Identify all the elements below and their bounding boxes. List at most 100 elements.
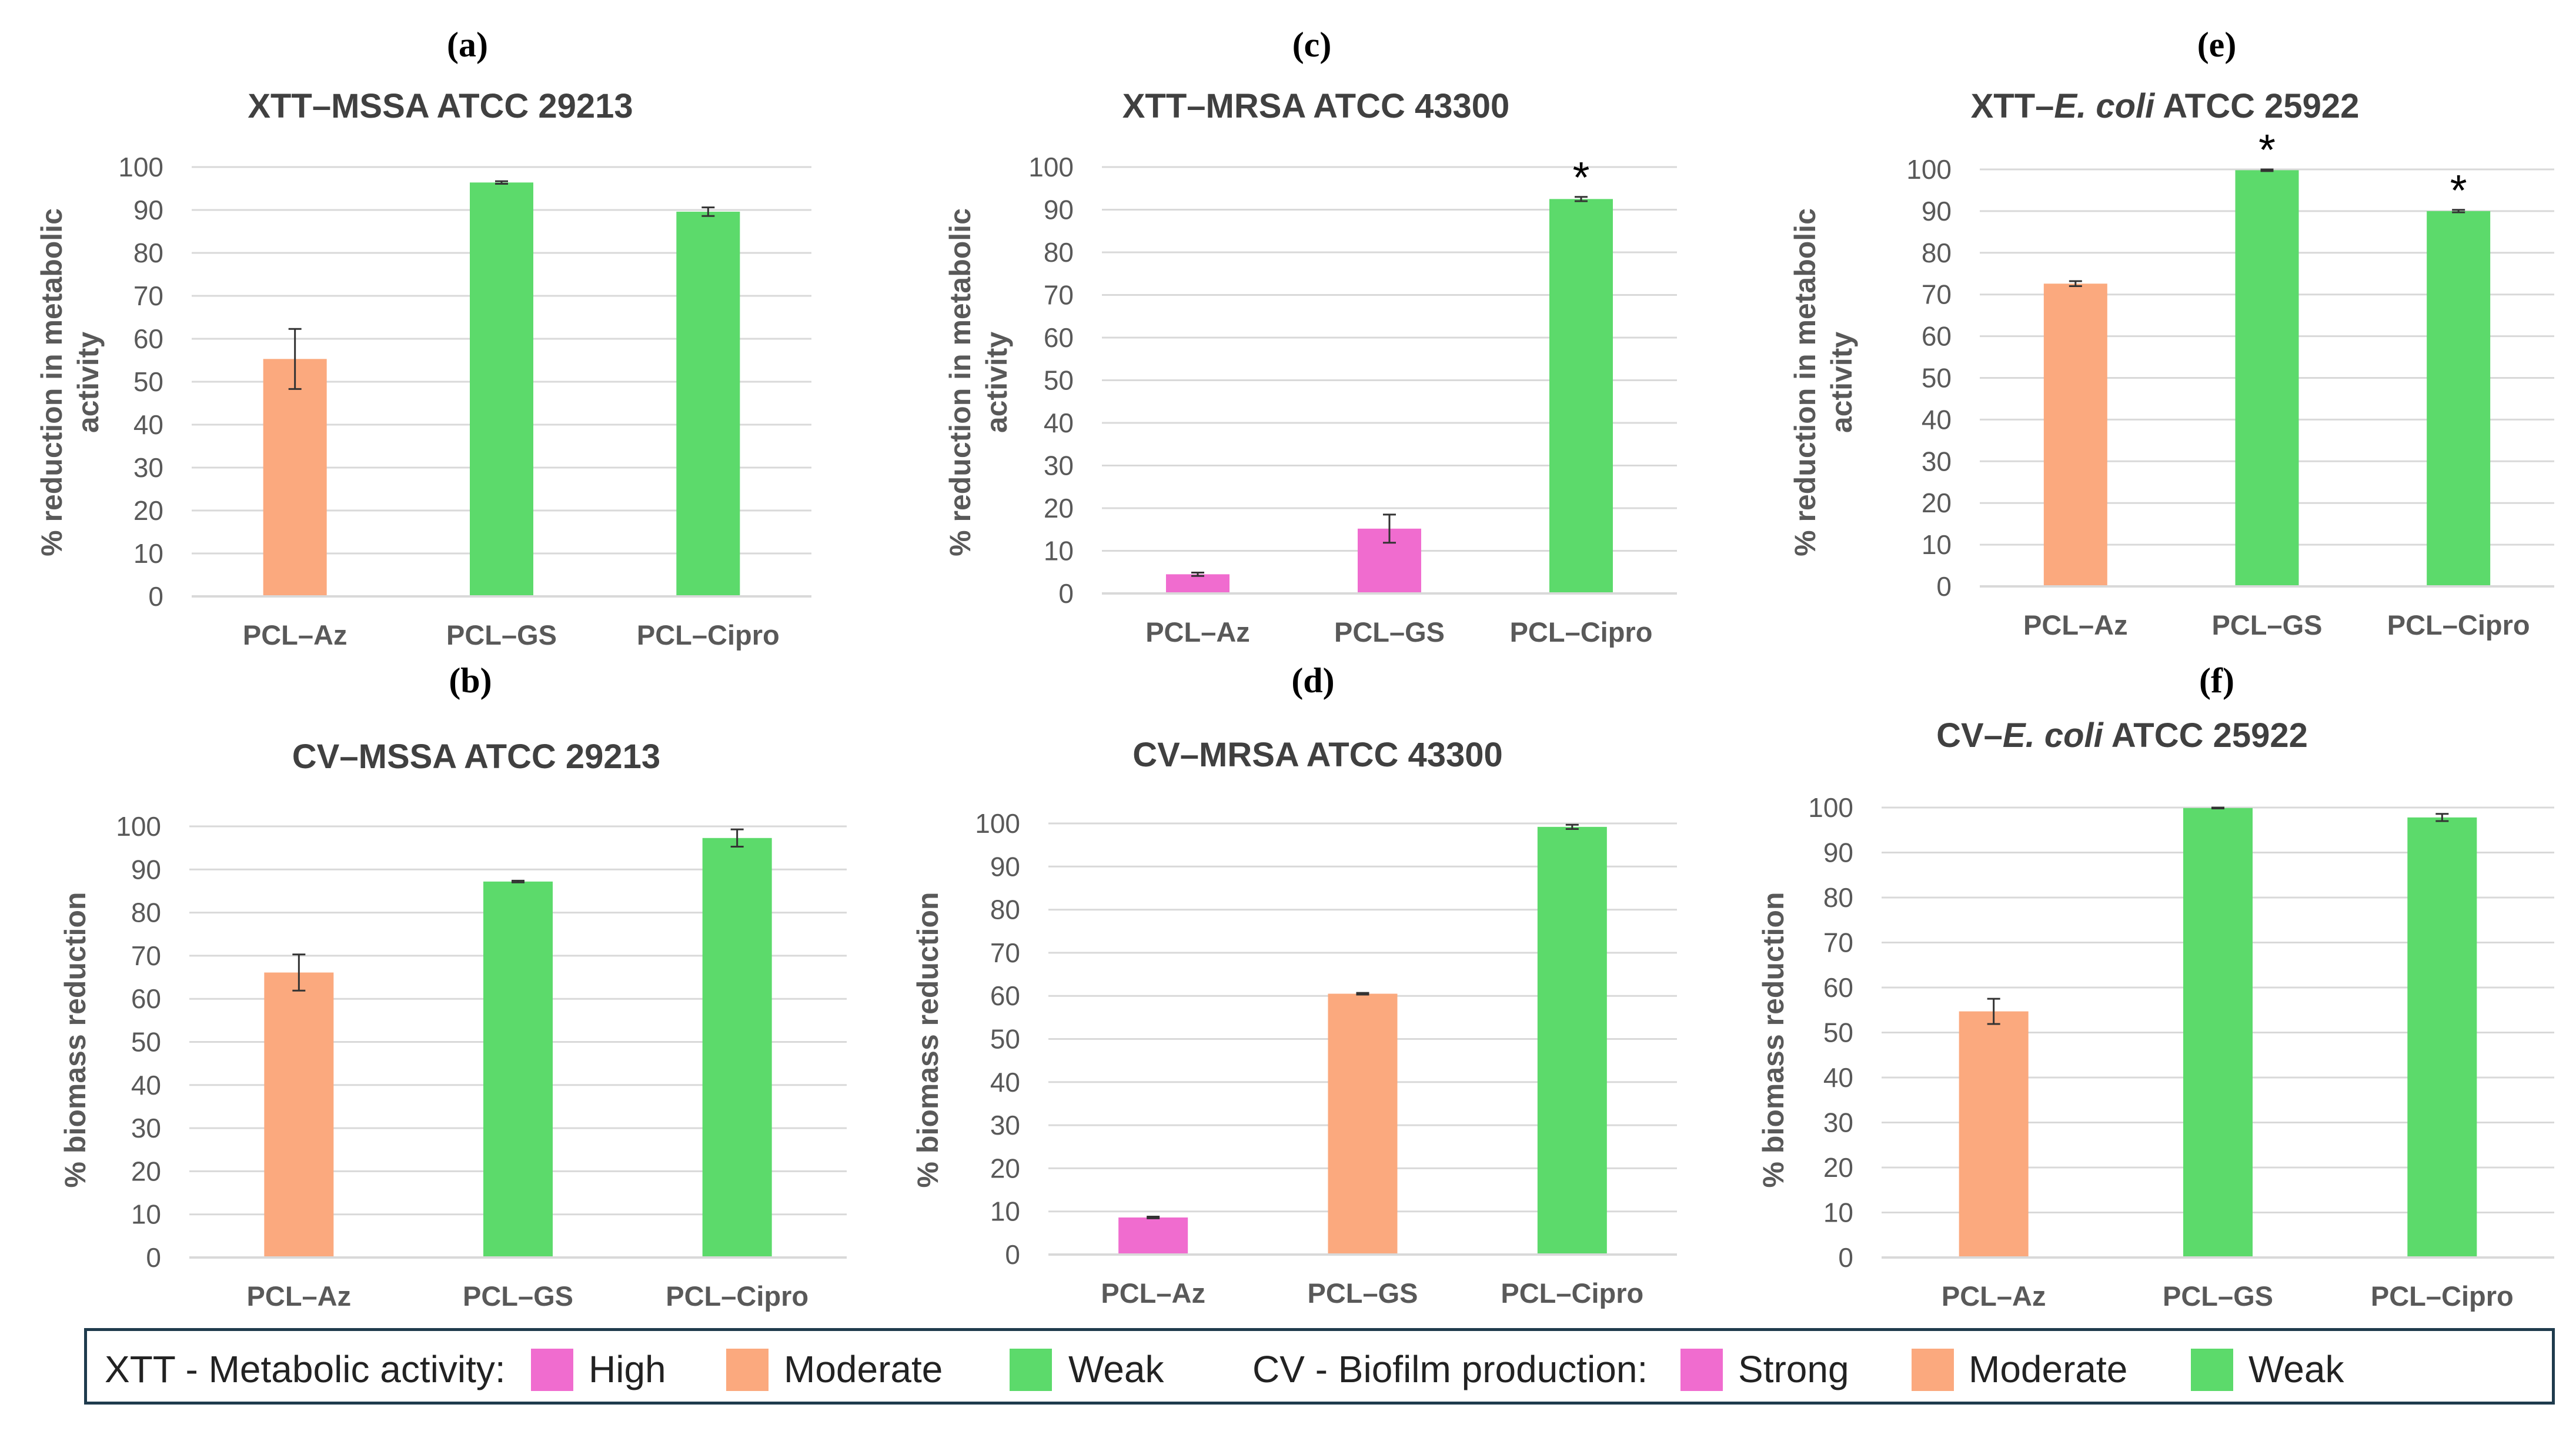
y-tick-label: 10 bbox=[133, 538, 163, 569]
y-tick-label: 0 bbox=[1005, 1239, 1020, 1270]
legend-swatch-cv-weak bbox=[2191, 1349, 2233, 1391]
bar-PCL–Cipro bbox=[2427, 211, 2491, 586]
chart-panel-3: (e) XTT–E. coli ATCC 25922 % reduction in … bbox=[1789, 25, 2554, 641]
y-tick-label: 0 bbox=[1058, 578, 1074, 609]
legend-swatch-weak bbox=[1010, 1349, 1052, 1391]
chart-panel-2: (c) XTT–MRSA ATCC 43300 % reduction in met… bbox=[944, 25, 1677, 648]
y-tick-label: 100 bbox=[1808, 792, 1853, 823]
y-tick-label: 100 bbox=[116, 811, 161, 842]
bar-PCL–Az bbox=[2043, 283, 2107, 586]
x-tick-label: PCL–GS bbox=[2211, 609, 2322, 641]
x-tick-label: PCL–Cipro bbox=[666, 1280, 808, 1312]
significance-star: * bbox=[2450, 166, 2467, 215]
y-tick-label: 50 bbox=[1823, 1018, 1853, 1048]
y-tick-label: 70 bbox=[1823, 928, 1853, 958]
y-tick-label: 10 bbox=[1823, 1197, 1853, 1228]
legend-swatch-strong bbox=[1680, 1349, 1723, 1391]
chart-panel-1: (a) XTT–MSSA ATCC 29213 % reduction in met… bbox=[35, 25, 811, 651]
bar-PCL–GS bbox=[2235, 170, 2299, 587]
chart-title: XTT–MRSA ATCC 43300 bbox=[1122, 87, 1510, 125]
y-tick-label: 20 bbox=[1823, 1152, 1853, 1183]
bar-PCL–Az bbox=[264, 972, 334, 1257]
y-tick-label: 90 bbox=[1044, 195, 1074, 225]
bar-PCL–Cipro bbox=[676, 211, 740, 596]
y-tick-label: 80 bbox=[133, 238, 163, 268]
y-tick-label: 20 bbox=[1044, 493, 1074, 523]
y-tick-label: 20 bbox=[133, 495, 163, 526]
y-tick-label: 90 bbox=[1823, 838, 1853, 868]
y-tick-label: 20 bbox=[1922, 488, 1952, 518]
x-tick-label: PCL–Az bbox=[1145, 616, 1250, 648]
legend-cv-strong: Strong bbox=[1738, 1348, 1849, 1390]
y-tick-label: 30 bbox=[131, 1113, 161, 1143]
y-axis-label: % reduction in metabolic activity bbox=[35, 208, 105, 556]
y-tick-label: 40 bbox=[133, 409, 163, 440]
chart-panel-4: (b) CV–MSSA ATCC 29213 % biomass reduction… bbox=[59, 661, 847, 1312]
y-tick-label: 10 bbox=[1922, 529, 1952, 560]
y-tick-label: 90 bbox=[133, 195, 163, 225]
legend-cv-moderate: Moderate bbox=[1969, 1348, 2128, 1390]
x-tick-label: PCL–GS bbox=[1307, 1277, 1418, 1309]
y-tick-label: 20 bbox=[131, 1156, 161, 1186]
chart-title: CV–E. coli ATCC 25922 bbox=[1936, 716, 2308, 755]
y-tick-label: 10 bbox=[131, 1199, 161, 1230]
y-tick-label: 40 bbox=[990, 1067, 1020, 1098]
legend-xtt-label: XTT - Metabolic activity: bbox=[105, 1348, 506, 1390]
panel-label: (b) bbox=[449, 661, 492, 700]
bar-PCL–Az bbox=[263, 359, 327, 596]
y-tick-label: 70 bbox=[990, 938, 1020, 968]
bar-PCL–Az bbox=[1118, 1217, 1188, 1255]
y-tick-label: 50 bbox=[133, 366, 163, 397]
y-tick-label: 60 bbox=[1922, 321, 1952, 352]
y-tick-label: 100 bbox=[1906, 154, 1952, 185]
y-axis-label: % reduction in metabolic activity bbox=[944, 208, 1013, 556]
legend-cv-weak: Weak bbox=[2248, 1348, 2344, 1390]
y-tick-label: 60 bbox=[131, 983, 161, 1014]
x-tick-label: PCL–GS bbox=[1334, 616, 1445, 648]
y-tick-label: 100 bbox=[975, 808, 1020, 839]
y-tick-label: 30 bbox=[1922, 446, 1952, 476]
x-tick-label: PCL–Cipro bbox=[1510, 616, 1653, 648]
panel-label: (c) bbox=[1292, 25, 1332, 64]
y-tick-label: 70 bbox=[1922, 279, 1952, 310]
y-tick-label: 70 bbox=[133, 281, 163, 311]
y-tick-label: 30 bbox=[133, 452, 163, 483]
y-tick-label: 20 bbox=[990, 1153, 1020, 1183]
y-tick-label: 80 bbox=[1823, 882, 1853, 913]
chart-title: CV–MSSA ATCC 29213 bbox=[292, 738, 660, 776]
y-tick-label: 80 bbox=[1922, 238, 1952, 268]
bar-PCL–Cipro bbox=[702, 838, 772, 1257]
legend-swatch-high bbox=[531, 1349, 573, 1391]
bar-PCL–Cipro bbox=[1537, 826, 1607, 1255]
y-tick-label: 30 bbox=[1823, 1108, 1853, 1138]
y-tick-label: 80 bbox=[131, 898, 161, 928]
y-tick-label: 60 bbox=[990, 980, 1020, 1011]
x-tick-label: PCL–GS bbox=[463, 1280, 573, 1312]
y-tick-label: 90 bbox=[1922, 196, 1952, 226]
y-tick-label: 80 bbox=[1044, 237, 1074, 268]
y-tick-label: 90 bbox=[990, 851, 1020, 882]
x-tick-label: PCL–Cipro bbox=[2371, 1280, 2514, 1312]
y-tick-label: 0 bbox=[146, 1242, 161, 1273]
y-tick-label: 50 bbox=[131, 1027, 161, 1058]
x-tick-label: PCL–Az bbox=[1101, 1277, 1205, 1309]
y-axis-label: % reduction in metabolic activity bbox=[1789, 208, 1858, 556]
legend-xtt-high: High bbox=[589, 1348, 666, 1390]
y-tick-label: 0 bbox=[1838, 1242, 1853, 1273]
legend-xtt-moderate: Moderate bbox=[784, 1348, 943, 1390]
bar-PCL–GS bbox=[2183, 808, 2253, 1257]
y-tick-label: 0 bbox=[148, 581, 163, 612]
y-tick-label: 70 bbox=[1044, 280, 1074, 311]
bar-PCL–Cipro bbox=[1549, 199, 1613, 593]
legend-cv-label: CV - Biofilm production: bbox=[1252, 1348, 1648, 1390]
x-tick-label: PCL–Cipro bbox=[2387, 609, 2530, 641]
panel-label: (a) bbox=[447, 25, 488, 64]
y-tick-label: 100 bbox=[1028, 152, 1074, 182]
y-tick-label: 50 bbox=[1922, 363, 1952, 393]
chart-title: CV–MRSA ATCC 43300 bbox=[1132, 736, 1503, 774]
chart-panel-5: (d) CV–MRSA ATCC 43300 % biomass reduction… bbox=[911, 661, 1677, 1309]
legend-swatch-moderate bbox=[726, 1349, 769, 1391]
y-tick-label: 50 bbox=[1044, 365, 1074, 396]
y-tick-label: 100 bbox=[118, 152, 163, 182]
